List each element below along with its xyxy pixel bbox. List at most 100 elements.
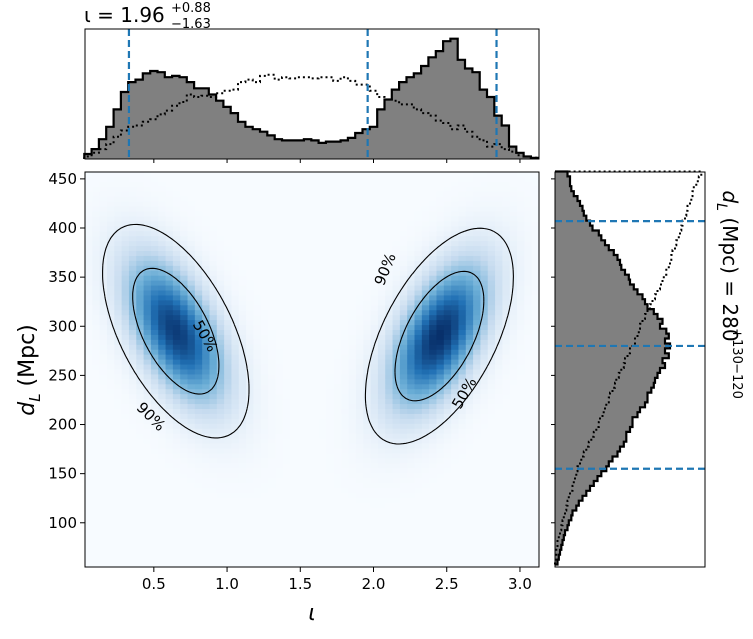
heatmap-cell — [253, 434, 261, 440]
heatmap-cell — [466, 419, 474, 425]
heatmap-cell — [319, 370, 327, 376]
heatmap-cell — [407, 453, 415, 459]
heatmap-cell — [371, 325, 379, 331]
heatmap-cell — [480, 241, 488, 247]
heatmap-cell — [334, 508, 342, 514]
heatmap-cell — [371, 483, 379, 489]
heatmap-cell — [466, 532, 474, 538]
heatmap-cell — [166, 325, 174, 331]
heatmap-cell — [114, 271, 122, 277]
heatmap-cell — [246, 547, 254, 553]
heatmap-cell — [173, 409, 181, 415]
heatmap-cell — [356, 202, 364, 208]
heatmap-cell — [334, 177, 342, 183]
heatmap-cell — [466, 295, 474, 301]
heatmap-cell — [319, 434, 327, 440]
heatmap-cell — [444, 330, 452, 336]
heatmap-cell — [510, 305, 518, 311]
heatmap-cell — [349, 315, 357, 321]
heatmap-cell — [363, 202, 371, 208]
heatmap-cell — [202, 394, 210, 400]
heatmap-cell — [144, 355, 152, 361]
heatmap-cell — [158, 463, 166, 469]
heatmap-cell — [312, 261, 320, 267]
heatmap-cell — [275, 370, 283, 376]
heatmap-cell — [100, 192, 108, 198]
heatmap-cell — [407, 424, 415, 430]
heatmap-cell — [436, 286, 444, 292]
heatmap-cell — [524, 488, 532, 494]
heatmap-cell — [188, 310, 196, 316]
heatmap-cell — [415, 291, 423, 297]
heatmap-cell — [297, 305, 305, 311]
heatmap-cell — [415, 532, 423, 538]
heatmap-cell — [371, 315, 379, 321]
heatmap-cell — [114, 325, 122, 331]
heatmap-cell — [495, 453, 503, 459]
heatmap-cell — [356, 532, 364, 538]
heatmap-cell — [305, 394, 313, 400]
heatmap-cell — [400, 424, 408, 430]
heatmap-cell — [356, 266, 364, 272]
heatmap-cell — [502, 182, 510, 188]
heatmap-cell — [202, 557, 210, 563]
heatmap-cell — [166, 330, 174, 336]
heatmap-cell — [253, 182, 261, 188]
heatmap-cell — [378, 547, 386, 553]
heatmap-cell — [436, 325, 444, 331]
heatmap-cell — [224, 458, 232, 464]
heatmap-cell — [202, 182, 210, 188]
heatmap-cell — [363, 320, 371, 326]
heatmap-cell — [378, 236, 386, 242]
heatmap-cell — [122, 246, 130, 252]
heatmap-cell — [363, 261, 371, 267]
heatmap-cell — [129, 453, 137, 459]
heatmap-cell — [246, 335, 254, 341]
heatmap-cell — [173, 320, 181, 326]
heatmap-cell — [422, 370, 430, 376]
heatmap-cell — [290, 419, 298, 425]
heatmap-cell — [385, 177, 393, 183]
heatmap-cell — [363, 434, 371, 440]
heatmap-cell — [158, 291, 166, 297]
heatmap-cell — [378, 355, 386, 361]
heatmap-cell — [466, 256, 474, 262]
heatmap-cell — [136, 394, 144, 400]
heatmap-cell — [275, 305, 283, 311]
heatmap-cell — [393, 221, 401, 227]
heatmap-cell — [92, 370, 100, 376]
heatmap-cell — [473, 192, 481, 198]
heatmap-cell — [305, 315, 313, 321]
heatmap-cell — [107, 453, 115, 459]
heatmap-cell — [407, 449, 415, 455]
heatmap-cell — [422, 241, 430, 247]
heatmap-cell — [275, 345, 283, 351]
heatmap-cell — [517, 508, 525, 514]
heatmap-cell — [209, 221, 217, 227]
heatmap-cell — [400, 449, 408, 455]
heatmap-cell — [356, 513, 364, 519]
heatmap-cell — [400, 291, 408, 297]
heatmap-cell — [305, 513, 313, 519]
heatmap-cell — [356, 370, 364, 376]
heatmap-cell — [429, 295, 437, 301]
heatmap-cell — [253, 557, 261, 563]
heatmap-cell — [356, 226, 364, 232]
heatmap-cell — [488, 345, 496, 351]
heatmap-cell — [180, 552, 188, 558]
heatmap-cell — [532, 409, 540, 415]
heatmap-cell — [290, 192, 298, 198]
heatmap-cell — [312, 389, 320, 395]
heatmap-cell — [173, 488, 181, 494]
heatmap-cell — [312, 503, 320, 509]
heatmap-cell — [436, 513, 444, 519]
heatmap-cell — [341, 379, 349, 385]
heatmap-cell — [341, 542, 349, 548]
heatmap-cell — [524, 251, 532, 257]
heatmap-cell — [180, 221, 188, 227]
heatmap-cell — [532, 523, 540, 529]
heatmap-cell — [502, 503, 510, 509]
heatmap-cell — [195, 488, 203, 494]
heatmap-cell — [444, 513, 452, 519]
heatmap-cell — [532, 394, 540, 400]
